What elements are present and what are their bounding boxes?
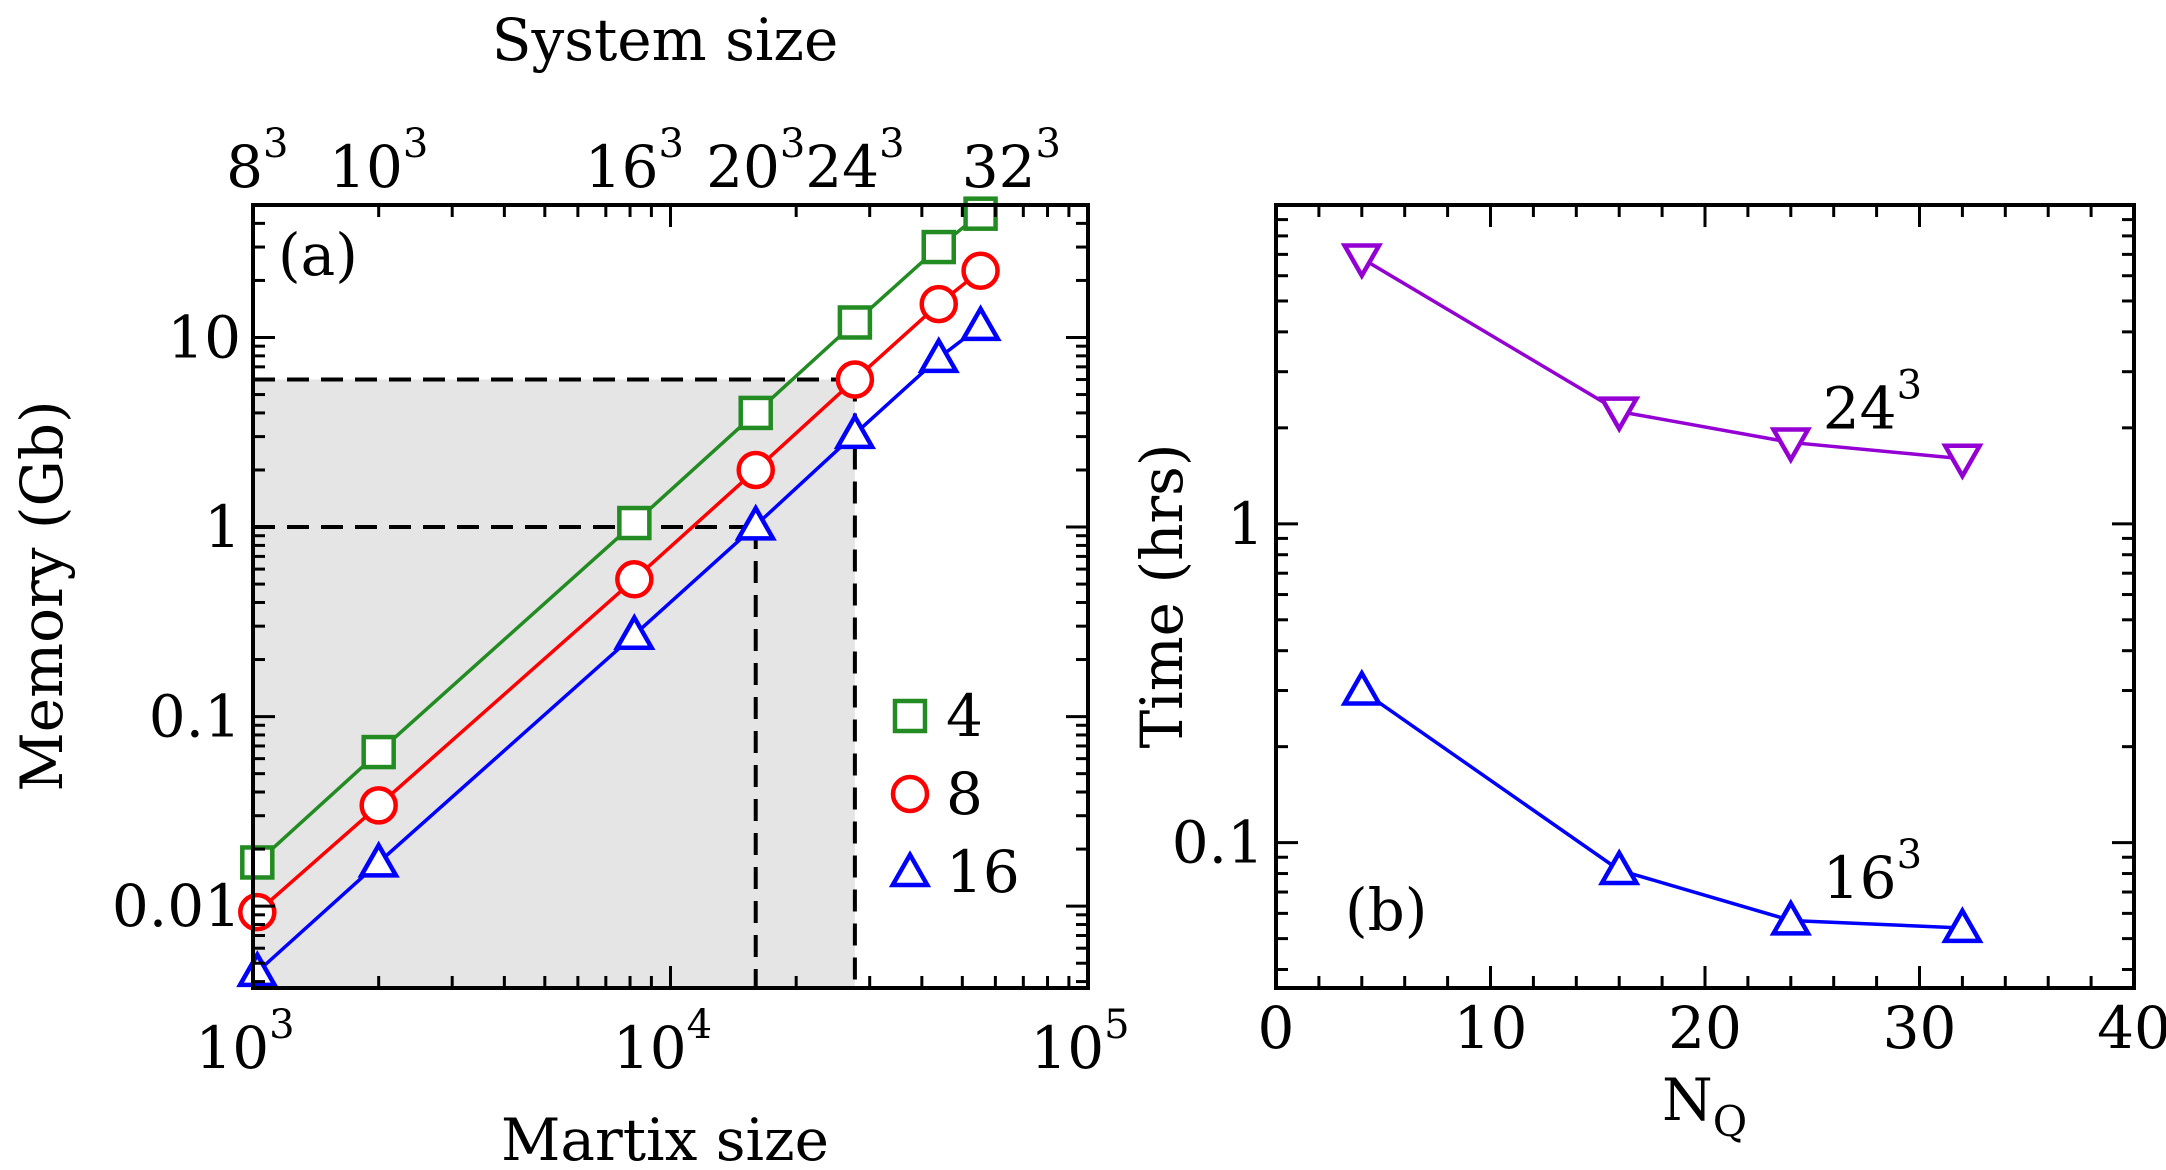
data-point-4-2 [617, 505, 652, 541]
legend: 4 8 16 [888, 682, 1020, 906]
data-point-4-4 [837, 305, 873, 340]
data-point-24-3 [1941, 443, 1984, 481]
x-tick-label: 105 [1030, 1002, 1129, 1082]
legend-label-8: 8 [946, 760, 983, 828]
data-point-16-1 [357, 840, 400, 878]
data-point-24-1 [1598, 396, 1641, 434]
data-point-16-0 [1340, 668, 1383, 706]
y-tick-labels: 0.11 [1172, 490, 1264, 877]
y-tick-label: 0.1 [149, 683, 241, 751]
x-axis-label: Martix size [501, 1106, 829, 1170]
data-point-16-0 [236, 950, 279, 988]
data-point-8-5 [919, 284, 958, 324]
data-point-4-5 [921, 229, 956, 265]
data-point-16-3 [1941, 906, 1984, 944]
panel-label-b: (b) [1345, 876, 1427, 944]
data-point-4-0 [240, 845, 275, 880]
data-point-16-2 [613, 613, 656, 651]
x-tick-label: 40 [2097, 994, 2166, 1062]
data-point-16-2 [1769, 898, 1812, 936]
data-point-4-1 [361, 734, 396, 770]
y-axis-label: Memory (Gb) [8, 400, 76, 791]
data-point-16-6 [959, 304, 1002, 342]
data-point-24-2 [1769, 427, 1812, 465]
guide-lines [253, 377, 857, 988]
panel-a: 103 104 105 0.01 0.1 1 10 83 103 163 203 243 323 S… [8, 6, 1130, 1170]
data-point-8-3 [736, 450, 775, 490]
top-tick-label: 243 [805, 121, 904, 201]
x-axis-label-sub: Q [1713, 1097, 1747, 1146]
series-line-16 [1360, 689, 1963, 930]
minor-ticks [1274, 203, 2136, 988]
plot-frame-a [251, 203, 1090, 990]
y-axis-label: Time (hrs) [1128, 443, 1196, 748]
y-tick-label: 1 [1227, 490, 1264, 558]
legend-marker-4 [892, 698, 928, 734]
series-group [1340, 243, 1984, 944]
data-point-8-4 [835, 360, 875, 399]
x-tick-label: 20 [1668, 994, 1742, 1062]
data-point-16-3 [734, 503, 777, 541]
plot-frame-b [1274, 203, 2136, 990]
top-tick-label: 203 [706, 121, 805, 201]
x-tick-labels: 103 104 105 [195, 1002, 1129, 1082]
y-tick-label: 1 [204, 493, 241, 561]
y-tick-label: 0.01 [112, 872, 241, 940]
data-point-8-6 [961, 251, 1000, 290]
y-tick-label: 0.1 [1172, 809, 1264, 877]
data-point-16-1 [1598, 848, 1641, 886]
top-tick-label: 83 [226, 121, 288, 201]
legend-marker-8 [890, 774, 930, 814]
x-tick-label: 0 [1258, 994, 1295, 1062]
data-point-8-1 [359, 786, 398, 825]
series-labels: 243 163 [1823, 363, 1922, 912]
series-group [236, 196, 1002, 988]
y-tick-label: 10 [167, 303, 241, 371]
x-axis-label-base: N [1662, 1066, 1713, 1134]
panel-label-a: (a) [278, 221, 358, 289]
data-point-24-0 [1340, 243, 1383, 281]
legend-marker-16 [888, 850, 932, 888]
y-tick-labels: 0.01 0.1 1 10 [112, 303, 241, 940]
x-tick-label: 104 [613, 1002, 712, 1082]
x-tick-label: 10 [1454, 994, 1528, 1062]
series-label-16: 163 [1823, 832, 1922, 912]
top-tick-label: 163 [585, 121, 684, 201]
x-tick-label: 103 [195, 1002, 294, 1082]
top-tick-label: 323 [962, 121, 1061, 201]
data-point-16-4 [833, 412, 877, 450]
series-line-24 [1360, 256, 1963, 461]
data-point-8-2 [615, 560, 654, 599]
data-point-16-5 [917, 336, 960, 374]
series-label-24: 243 [1823, 363, 1922, 443]
top-tick-labels: 83 103 163 203 243 323 [226, 121, 1061, 201]
data-point-8-0 [238, 892, 277, 932]
top-tick-label: 103 [329, 121, 428, 201]
legend-label-16: 16 [946, 838, 1020, 906]
top-axis-label: System size [492, 6, 839, 74]
x-tick-labels: 0 10 20 30 40 [1258, 994, 2166, 1062]
x-tick-label: 30 [1883, 994, 1957, 1062]
legend-label-4: 4 [946, 682, 983, 750]
data-point-4-3 [738, 395, 773, 431]
x-axis-label: NQ [1662, 1066, 1747, 1146]
